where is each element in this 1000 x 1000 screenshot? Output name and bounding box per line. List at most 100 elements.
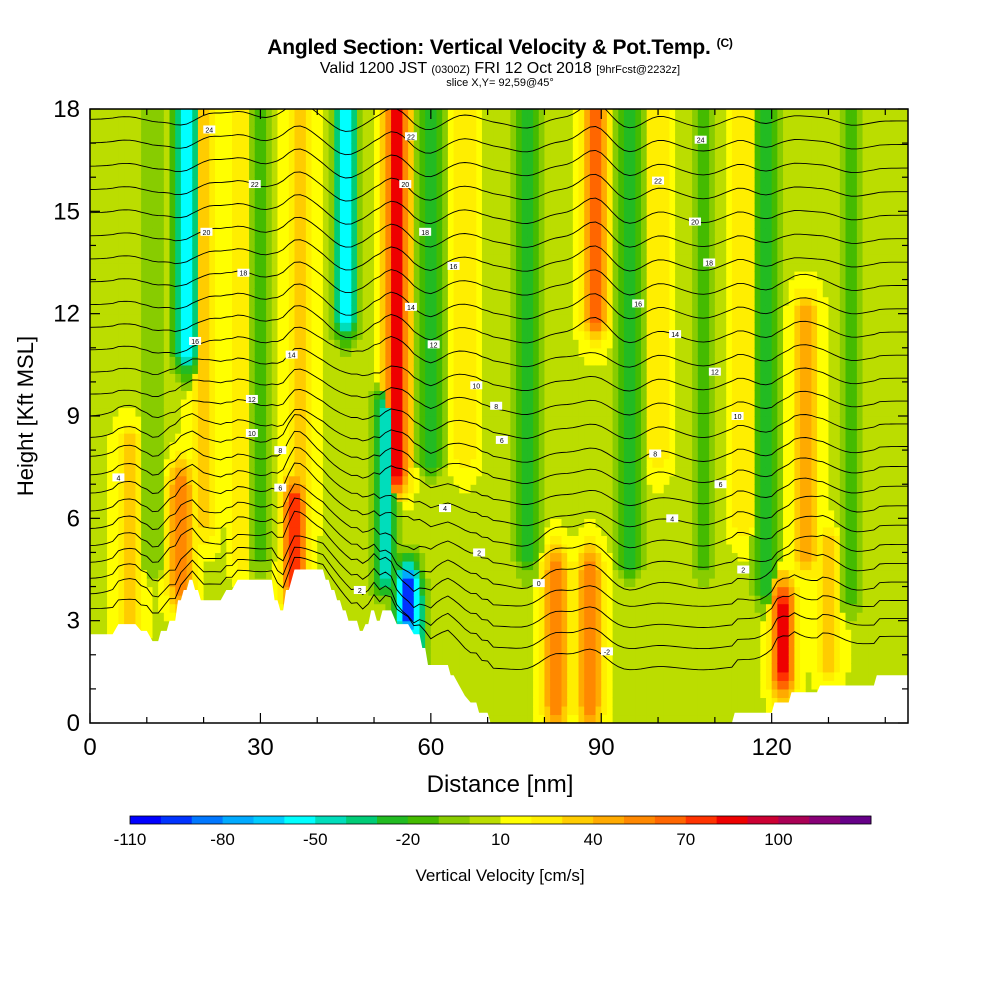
velocity-cell — [339, 569, 347, 579]
velocity-cell — [322, 219, 330, 229]
velocity-cell — [163, 143, 171, 153]
velocity-cell — [436, 552, 443, 562]
velocity-cell — [311, 398, 318, 409]
velocity-cell — [300, 390, 307, 400]
velocity-cell — [101, 126, 108, 136]
velocity-cell — [254, 279, 262, 289]
velocity-cell — [447, 236, 455, 247]
velocity-cell — [175, 109, 182, 119]
velocity-cell — [464, 194, 472, 204]
velocity-cell — [277, 458, 284, 468]
velocity-cell — [345, 296, 352, 306]
velocity-cell — [214, 253, 222, 264]
velocity-cell — [430, 578, 438, 588]
velocity-cell — [249, 109, 256, 119]
velocity-cell — [237, 467, 244, 477]
velocity-cell — [158, 109, 165, 119]
velocity-cell — [249, 398, 256, 409]
velocity-cell — [328, 330, 335, 340]
velocity-cell — [186, 151, 193, 161]
velocity-cell — [430, 151, 438, 161]
velocity-cell — [436, 458, 443, 468]
velocity-cell — [283, 185, 290, 195]
velocity-cell — [220, 390, 227, 400]
velocity-cell — [351, 492, 358, 502]
velocity-cell — [464, 288, 472, 298]
velocity-cell — [146, 134, 154, 144]
velocity-cell — [124, 381, 131, 392]
velocity-cell — [459, 202, 466, 212]
velocity-cell — [351, 339, 358, 349]
velocity-cell — [447, 509, 455, 519]
velocity-cell — [311, 552, 318, 562]
velocity-cell — [95, 441, 102, 451]
velocity-cell — [351, 569, 358, 579]
velocity-cell — [186, 279, 193, 289]
velocity-cell — [459, 373, 466, 383]
velocity-cell — [129, 177, 137, 187]
velocity-cell — [402, 398, 409, 409]
velocity-cell — [481, 552, 489, 562]
velocity-cell — [214, 552, 222, 562]
velocity-cell — [95, 586, 102, 596]
velocity-cell — [317, 245, 324, 255]
velocity-cell — [254, 475, 262, 485]
velocity-cell — [339, 339, 347, 349]
velocity-cell — [214, 305, 222, 315]
velocity-cell — [408, 381, 415, 392]
velocity-cell — [220, 253, 227, 264]
velocity-cell — [391, 339, 398, 349]
velocity-cell — [203, 458, 210, 468]
velocity-cell — [124, 467, 131, 477]
velocity-cell — [141, 202, 148, 212]
valid-date: FRI 12 Oct 2018 — [474, 60, 592, 77]
velocity-cell — [470, 526, 477, 536]
velocity-cell — [339, 117, 347, 127]
velocity-cell — [237, 373, 244, 383]
velocity-cell — [260, 253, 267, 264]
velocity-cell — [124, 279, 131, 289]
velocity-cell — [470, 168, 477, 178]
velocity-cell — [402, 160, 409, 170]
velocity-cell — [129, 433, 137, 443]
velocity-cell — [112, 253, 119, 264]
velocity-cell — [464, 219, 472, 229]
velocity-cell — [317, 526, 324, 536]
velocity-cell — [419, 245, 426, 255]
velocity-cell — [476, 552, 483, 562]
velocity-cell — [379, 126, 386, 136]
velocity-cell — [294, 501, 301, 511]
velocity-cell — [249, 569, 256, 579]
velocity-cell — [396, 126, 404, 136]
velocity-cell — [232, 450, 239, 460]
velocity-cell — [391, 543, 398, 554]
velocity-cell — [90, 458, 97, 468]
velocity-cell — [124, 109, 131, 119]
velocity-cell — [419, 458, 426, 468]
velocity-cell — [351, 603, 358, 613]
velocity-cell — [175, 356, 182, 366]
velocity-cell — [374, 322, 381, 332]
velocity-cell — [95, 236, 102, 247]
velocity-cell — [192, 560, 199, 571]
velocity-cell — [385, 262, 392, 272]
velocity-cell — [385, 458, 392, 468]
velocity-cell — [192, 194, 199, 204]
velocity-cell — [243, 262, 250, 272]
velocity-cell — [186, 433, 193, 443]
velocity-cell — [334, 194, 341, 204]
velocity-cell — [453, 586, 460, 596]
velocity-cell — [356, 526, 364, 536]
velocity-cell — [180, 202, 188, 212]
velocity-cell — [283, 279, 290, 289]
velocity-cell — [175, 296, 182, 306]
velocity-cell — [146, 117, 154, 127]
velocity-cell — [300, 398, 307, 409]
velocity-cell — [232, 535, 239, 545]
velocity-cell — [447, 279, 455, 289]
velocity-cell — [226, 484, 233, 494]
velocity-cell — [141, 390, 148, 400]
velocity-cell — [476, 288, 483, 298]
velocity-cell — [288, 134, 296, 144]
velocity-cell — [254, 262, 262, 272]
